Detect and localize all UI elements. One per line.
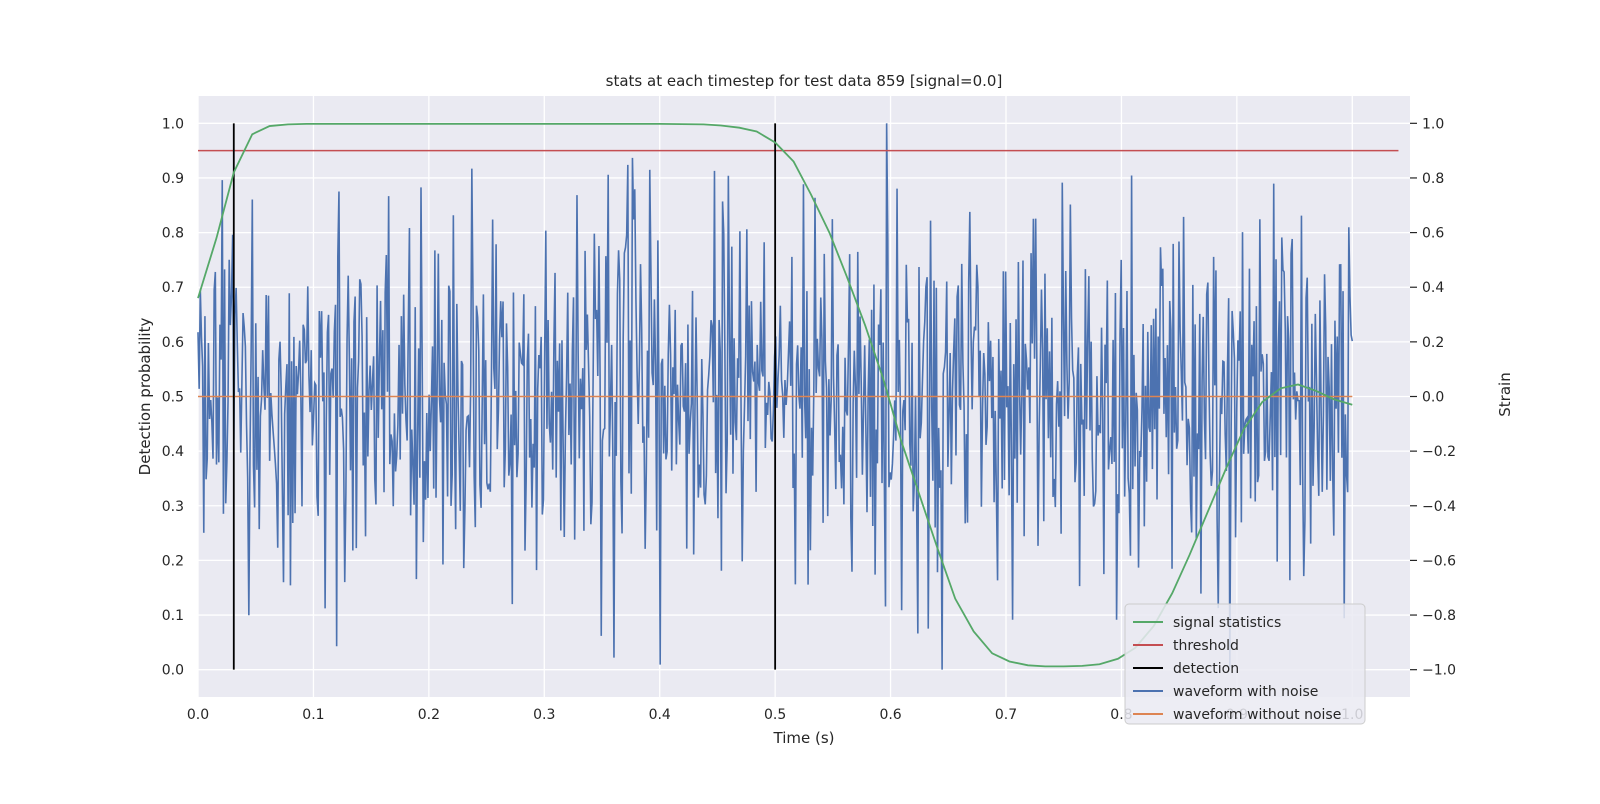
x-tick-label: 0.1 xyxy=(302,707,324,723)
y-tick-label-right: −0.2 xyxy=(1422,444,1456,460)
y-axis-label-left: Detection probability xyxy=(136,318,154,476)
y-tick-label-left: 0.8 xyxy=(162,226,184,242)
legend-label: waveform with noise xyxy=(1173,684,1318,700)
y-tick-label-right: 0.0 xyxy=(1422,390,1444,406)
series-layer xyxy=(197,122,1399,670)
x-tick-label: 0.7 xyxy=(995,707,1017,723)
y-tick-label-left: 0.4 xyxy=(162,444,184,460)
y-tick-label-left: 1.0 xyxy=(162,116,184,132)
y-tick-label-right: 0.2 xyxy=(1422,335,1444,351)
y-axis-label-right: Strain xyxy=(1496,372,1514,416)
y-tick-label-left: 0.5 xyxy=(162,390,184,406)
series-signal-statistics xyxy=(197,122,1353,668)
y-tick-label-left: 0.2 xyxy=(162,553,184,569)
x-tick-label: 0.0 xyxy=(187,707,209,723)
y-tick-label-left: 0.1 xyxy=(162,608,184,624)
legend-label: detection xyxy=(1173,661,1239,677)
y-tick-label-right: −0.6 xyxy=(1422,553,1456,569)
y-tick-label-left: 0.3 xyxy=(162,499,184,515)
y-tick-label-right: 0.8 xyxy=(1422,171,1444,187)
x-tick-label: 0.2 xyxy=(418,707,440,723)
x-tick-label: 0.5 xyxy=(764,707,786,723)
y-tick-label-right: −1.0 xyxy=(1422,663,1456,679)
y-tick-label-left: 0.7 xyxy=(162,280,184,296)
y-tick-label-right: 0.6 xyxy=(1422,226,1444,242)
y-tick-label-right: −0.4 xyxy=(1422,499,1456,515)
x-tick-label: 0.6 xyxy=(879,707,901,723)
x-tick-label: 0.4 xyxy=(649,707,671,723)
legend-label: threshold xyxy=(1173,638,1239,654)
legend: signal statistics threshold detection wavef… xyxy=(1124,603,1366,725)
chart-title: stats at each timestep for test data 859… xyxy=(606,72,1003,90)
legend-box xyxy=(1124,603,1366,725)
y-tick-label-right: −0.8 xyxy=(1422,608,1456,624)
y-tick-label-right: 1.0 xyxy=(1422,116,1444,132)
y-tick-label-right: 0.4 xyxy=(1422,280,1444,296)
y-tick-label-left: 0.9 xyxy=(162,171,184,187)
legend-label: signal statistics xyxy=(1173,615,1281,631)
y-tick-label-left: 0.0 xyxy=(162,663,184,679)
y-tick-label-left: 0.6 xyxy=(162,335,184,351)
legend-label: waveform without noise xyxy=(1173,707,1341,723)
x-axis-label: Time (s) xyxy=(773,729,835,747)
x-tick-label: 0.3 xyxy=(533,707,555,723)
